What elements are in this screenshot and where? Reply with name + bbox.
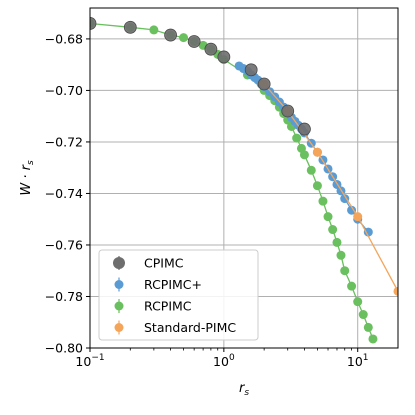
data-point [292,133,302,143]
data-point [299,150,309,160]
data-point [363,322,373,332]
data-point [217,50,231,64]
legend-item: RCPIMC [114,299,192,314]
legend-label: RCPIMC+ [144,277,202,292]
x-tick-exponent: 1 [363,353,369,363]
y-tick-label: −0.80 [45,341,83,356]
x-tick-base: 10 [347,354,363,369]
y-axis-label: W · rs [19,160,36,196]
data-point [312,147,322,157]
data-point [179,33,189,43]
x-tick-label: 10−1 [75,353,104,369]
legend: CPIMC RCPIMC+ RCPIMC Standard-PIMC [98,249,259,341]
data-point [90,17,97,30]
x-label-subscript: s [244,388,249,398]
y-tick-label: −0.74 [45,186,83,201]
legend-marker [114,323,124,332]
x-tick-base: 10 [75,354,91,369]
data-point [340,266,350,276]
data-point [123,20,137,34]
x-label-symbol: r [239,381,246,396]
data-point [340,194,350,204]
data-point [347,281,357,291]
data-point [328,225,338,235]
data-point [353,297,363,307]
legend-marker [114,280,124,289]
y-label-part: s [26,160,36,165]
data-point [257,77,271,91]
data-point [187,35,201,48]
x-tick-base: 10 [213,354,229,369]
legend-marker [113,257,125,269]
data-point [149,25,159,35]
series-cpimc [90,17,311,136]
data-point [347,205,357,215]
y-tick-label: −0.68 [45,31,83,46]
legend-label: CPIMC [144,256,184,271]
x-tick-label: 101 [347,353,369,369]
series-layer [90,17,398,344]
data-point [318,196,328,206]
y-tick-label: −0.72 [45,134,83,149]
x-tick-exponent: −1 [91,353,104,363]
data-point [204,42,218,56]
data-point [358,310,368,320]
x-tick-label: 100 [213,353,235,369]
data-point [368,334,378,344]
x-axis-label: rs [239,381,249,398]
y-tick-label: −0.78 [45,289,83,304]
legend-item: CPIMC [113,256,184,271]
data-point [306,165,316,175]
plot-frame [89,7,399,349]
data-point [312,181,322,191]
legend-label: Standard-PIMC [144,320,236,335]
data-point [281,104,295,118]
legend-box [98,249,259,341]
data-point [164,28,177,42]
legend-item: RCPIMC+ [114,277,202,292]
data-point [363,227,373,237]
data-point [393,286,398,296]
data-point [353,212,363,222]
data-point [323,212,333,222]
x-tick-exponent: 0 [229,353,235,363]
y-tick-label: −0.70 [45,83,83,98]
data-point [336,250,346,260]
data-point [332,237,342,247]
data-point [298,122,311,136]
y-tick-label: −0.76 [45,237,83,252]
data-point [244,63,258,77]
legend-marker [114,301,124,311]
y-label-part: W · r [19,163,34,195]
legend-item: Standard-PIMC [114,320,236,335]
legend-label: RCPIMC [144,299,192,314]
